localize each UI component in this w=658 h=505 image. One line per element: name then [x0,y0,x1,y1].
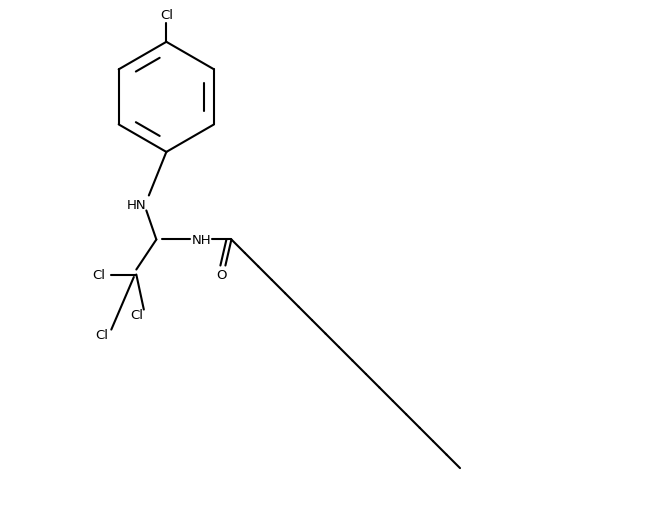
Text: NH: NH [191,233,211,246]
Text: Cl: Cl [130,309,143,321]
Text: HN: HN [126,198,146,212]
Text: O: O [216,269,226,281]
Text: Cl: Cl [92,269,105,281]
Text: Cl: Cl [95,328,108,341]
Text: Cl: Cl [160,9,173,22]
